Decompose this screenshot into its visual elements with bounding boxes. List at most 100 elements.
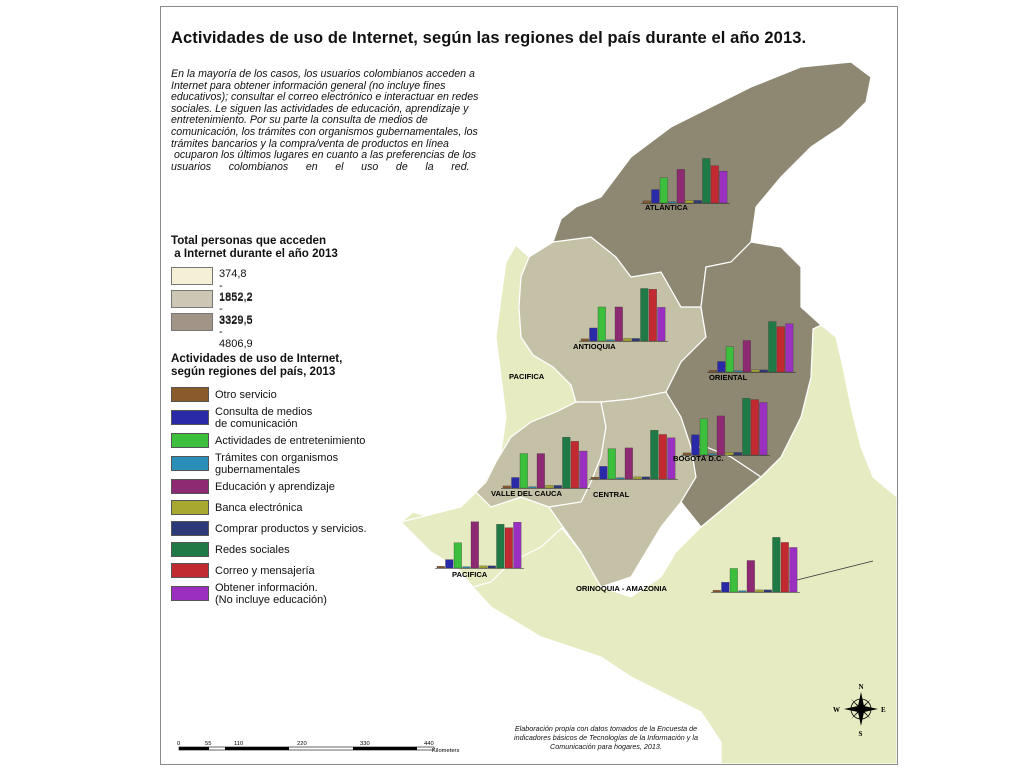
activity-legend-swatch [171, 500, 209, 515]
credits-line: indicadores básicos de Tecnologías de la… [514, 733, 698, 742]
region-bar-correo-y-mensajeria [648, 289, 657, 342]
region-bar-correo-y-mensajeria [776, 326, 785, 373]
activity-legend-swatch [171, 542, 209, 557]
region-bar-obtener-informacion [719, 170, 728, 204]
activity-legend-item-redes-sociales: Redes sociales [171, 539, 367, 560]
region-bar-consulta-de-medios [691, 434, 700, 456]
region-bar-obtener-informacion [759, 402, 768, 456]
region-bar-obtener-informacion [667, 437, 676, 480]
region-bar-educacion-y-aprendizaje [536, 453, 545, 489]
region-bar-educacion-y-aprendizaje [742, 340, 751, 373]
region-bar-redes-sociales [650, 430, 659, 480]
intro-line: entretenimiento. Por su parte la consult… [171, 114, 428, 127]
region-bar-redes-sociales [768, 321, 777, 373]
region-bar-banca-electronica [633, 476, 642, 480]
region-label-pacifica: PACIFICA [452, 570, 488, 579]
region-label-valle-del-cauca: VALLE DEL CAUCA [491, 489, 563, 498]
population-legend-title-line: Total personas que acceden [171, 234, 327, 247]
activity-legend-label: Consulta de medios de comunicación [215, 406, 312, 430]
activity-legend-label: Redes sociales [215, 544, 290, 556]
region-chart-atlantica: ATLÁNTICA [641, 158, 730, 212]
population-legend-swatch [171, 313, 213, 331]
region-label-bogota-d-c: BOGOTÁ D.C. [673, 454, 724, 463]
region-bar-banca-electronica [685, 200, 694, 204]
activity-legend-swatch [171, 410, 209, 425]
region-shape-bogota [680, 446, 763, 528]
activity-legend-title-line: según regiones del país, 2013 [171, 364, 336, 378]
intro-line: ocuparon los últimos lugares en cuanto a… [171, 149, 477, 162]
intro-line: educativos); consultar el correo electró… [171, 91, 479, 104]
region-bar-educacion-y-aprendizaje [470, 521, 479, 569]
activity-legend-item-comprar-productos-y-servicios: Comprar productos y servicios. [171, 518, 367, 539]
region-bar-redes-sociales [496, 524, 505, 569]
region-chart-central: CENTRAL [589, 430, 678, 499]
intro-line: usuarios colombianos en el uso de la red… [171, 160, 470, 173]
scale-tick-label: 220 [297, 741, 307, 747]
intro-line: trámites bancarios y la compra/venta de … [171, 137, 449, 150]
region-bar-correo-y-mensajeria [504, 527, 513, 569]
region-bar-redes-sociales [742, 398, 751, 456]
activity-legend-title-line: Actividades de uso de Internet, [171, 352, 343, 365]
region-bar-consulta-de-medios [651, 189, 660, 204]
activity-legend: Otro servicio Consulta de medios de comuni… [171, 384, 367, 606]
region-bar-consulta-de-medios [445, 559, 454, 569]
region-bar-otro-servicio [580, 338, 589, 342]
region-bar-banca-electronica [755, 589, 764, 593]
region-bar-obtener-informacion [579, 450, 588, 489]
map-figure: ATLÁNTICA ANTIOQUIA ORIENTAL VALLE DEL CAUC… [160, 6, 898, 765]
activity-legend-label-line: Otro servicio [215, 388, 277, 401]
activity-legend-swatch [171, 479, 209, 494]
activity-legend-swatch [171, 433, 209, 448]
activity-legend-label: Obtener información. (No incluye educació… [215, 582, 327, 606]
activity-legend-item-actividades-de-entretenimiento: Actividades de entretenimiento [171, 430, 367, 451]
region-bar-tramites-con-organismos [616, 477, 625, 480]
scale-tick-label: 55 [205, 741, 211, 747]
region-bar-redes-sociales [640, 288, 649, 342]
region-bar-otro-servicio [502, 485, 511, 489]
region-bar-banca-electronica [479, 565, 488, 569]
region-bar-comprar-productos-y-servicios [631, 338, 640, 342]
intro-line: sociales. Le siguen las actividades de e… [171, 102, 469, 115]
region-bar-actividades-de-entretenimiento [453, 542, 462, 569]
activity-legend-label-line: Redes sociales [215, 543, 290, 556]
activity-legend-swatch [171, 586, 209, 601]
activity-legend-item-consulta-de-medios: Consulta de medios de comunicación [171, 405, 367, 430]
activity-legend-item-educacion-y-aprendizaje: Educación y aprendizaje [171, 476, 367, 497]
population-legend-label: 374,8 - 1852,2 [219, 268, 253, 304]
region-bar-educacion-y-aprendizaje [614, 306, 623, 342]
region-label-orinoquia-amazonia: ORINOQUIA - AMAZONIA [576, 584, 667, 593]
activity-legend-label: Trámites con organismos gubernamentales [215, 452, 338, 476]
activity-legend-item-correo-y-mensajeria: Correo y mensajería [171, 560, 367, 581]
activity-legend-label-line: Actividades de entretenimiento [215, 434, 366, 447]
compass-e: E [881, 706, 886, 714]
region-bar-obtener-informacion [785, 323, 794, 373]
region-bar-actividades-de-entretenimiento [607, 448, 616, 480]
intro-line: En la mayoría de los casos, los usuarios… [171, 68, 475, 80]
activity-legend-label: Otro servicio [215, 389, 277, 401]
region-chart-valle-del-cauca: VALLE DEL CAUCA [491, 437, 590, 498]
population-legend-label: 3329,5 - 4806,9 [219, 314, 253, 350]
region-bar-tramites-con-organismos [668, 201, 677, 204]
region-bar-otro-servicio [642, 200, 651, 204]
region-bar-educacion-y-aprendizaje [676, 169, 685, 204]
activity-legend-title: Actividades de uso de Internet, según re… [171, 352, 343, 378]
region-bar-actividades-de-entretenimiento [725, 346, 734, 373]
region-bar-educacion-y-aprendizaje [624, 447, 633, 480]
region-label-central: CENTRAL [593, 490, 630, 499]
region-bar-comprar-productos-y-servicios [487, 565, 496, 569]
activity-legend-swatch [171, 387, 209, 402]
region-bar-banca-electronica [545, 485, 554, 489]
region-label-oriental: ORIENTAL [709, 373, 748, 382]
region-bar-educacion-y-aprendizaje [716, 415, 725, 456]
region-bar-redes-sociales [772, 537, 781, 593]
population-legend-title-line: a Internet durante el año 2013 [171, 246, 338, 260]
region-bar-redes-sociales [562, 437, 571, 489]
region-bar-comprar-productos-y-servicios [641, 476, 650, 480]
region-bar-tramites-con-organismos [738, 590, 747, 593]
region-bar-obtener-informacion [657, 307, 666, 342]
activity-legend-label-line: Obtener información. [215, 581, 318, 594]
activity-legend-swatch [171, 563, 209, 578]
region-bar-comprar-productos-y-servicios [553, 485, 562, 489]
activity-legend-label-line: Trámites con organismos [215, 451, 339, 464]
